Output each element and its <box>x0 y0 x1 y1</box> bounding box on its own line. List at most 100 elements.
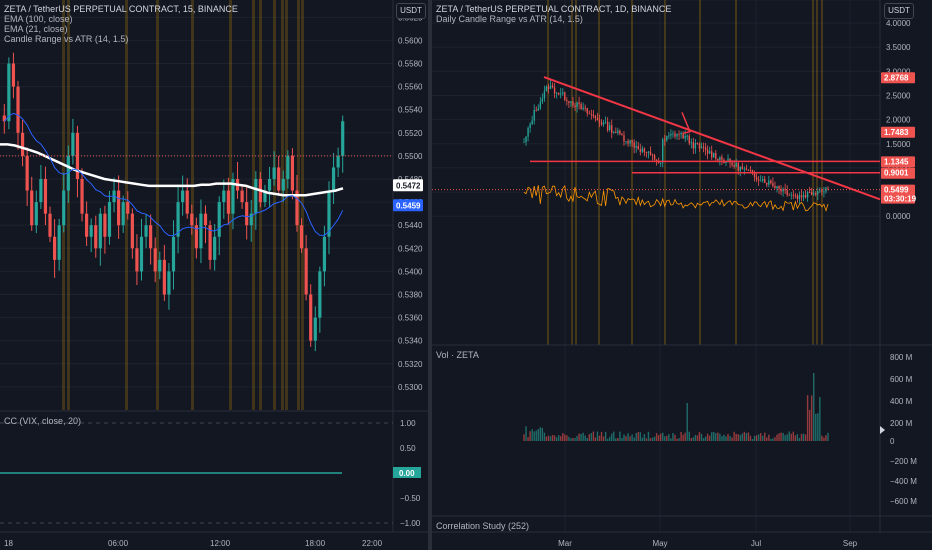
candle[interactable] <box>627 141 629 144</box>
candle[interactable] <box>759 180 762 182</box>
candle[interactable] <box>633 142 635 148</box>
candle[interactable] <box>692 142 695 149</box>
left-currency-button[interactable]: USDT <box>396 3 426 19</box>
candle[interactable] <box>277 167 281 191</box>
candle[interactable] <box>144 225 148 237</box>
candle[interactable] <box>231 179 235 214</box>
candle[interactable] <box>743 168 746 170</box>
candle[interactable] <box>619 130 621 135</box>
candle[interactable] <box>327 190 331 237</box>
candle[interactable] <box>672 133 674 135</box>
candle[interactable] <box>537 108 539 111</box>
candle[interactable] <box>702 146 705 148</box>
candle[interactable] <box>708 151 711 154</box>
candle[interactable] <box>263 190 267 203</box>
candle[interactable] <box>39 179 43 203</box>
candle[interactable] <box>815 193 817 195</box>
candle[interactable] <box>645 152 648 154</box>
candle[interactable] <box>717 158 719 161</box>
candle[interactable] <box>30 190 34 226</box>
candle[interactable] <box>213 236 217 260</box>
candle[interactable] <box>580 104 582 110</box>
candle[interactable] <box>810 192 813 195</box>
candle[interactable] <box>578 102 580 105</box>
panel-divider[interactable] <box>428 0 432 550</box>
candle[interactable] <box>226 190 230 214</box>
candle[interactable] <box>770 180 772 184</box>
candle[interactable] <box>596 118 599 121</box>
candle[interactable] <box>813 193 815 195</box>
candle[interactable] <box>584 107 586 109</box>
candle[interactable] <box>551 85 554 88</box>
candle[interactable] <box>240 190 244 203</box>
candle[interactable] <box>733 165 735 167</box>
candle[interactable] <box>621 134 623 136</box>
candle[interactable] <box>547 86 550 89</box>
candle[interactable] <box>80 179 84 214</box>
candle[interactable] <box>543 91 546 99</box>
left-legend-candle-range[interactable]: Candle Range vs ATR (14, 1.5) <box>4 34 129 44</box>
candle[interactable] <box>774 185 776 189</box>
candle[interactable] <box>643 148 646 153</box>
candle[interactable] <box>725 161 727 164</box>
candle[interactable] <box>664 139 666 141</box>
candle[interactable] <box>737 163 739 171</box>
candle[interactable] <box>602 122 605 125</box>
candle[interactable] <box>130 213 134 249</box>
candle[interactable] <box>549 85 552 89</box>
candle[interactable] <box>682 132 684 139</box>
candle[interactable] <box>149 225 153 249</box>
candle[interactable] <box>804 195 807 198</box>
left-cc-label[interactable]: CC (VIX, close, 20) <box>4 416 82 426</box>
candle[interactable] <box>94 225 98 249</box>
candle[interactable] <box>341 121 345 156</box>
candle[interactable] <box>272 167 276 180</box>
candle[interactable] <box>751 170 754 174</box>
candle[interactable] <box>686 135 688 137</box>
candle[interactable] <box>57 225 61 260</box>
candle[interactable] <box>586 108 588 114</box>
candle[interactable] <box>541 98 544 102</box>
candle[interactable] <box>535 109 537 111</box>
left-legend-ema21[interactable]: EMA (21, close) <box>4 24 68 34</box>
candle[interactable] <box>796 195 799 200</box>
candle[interactable] <box>684 135 686 139</box>
left-legend-ema100[interactable]: EMA (100, close) <box>4 14 73 24</box>
candle[interactable] <box>572 101 574 106</box>
candle[interactable] <box>778 186 780 189</box>
candle[interactable] <box>641 148 644 152</box>
candle[interactable] <box>651 154 654 156</box>
candle[interactable] <box>792 194 795 196</box>
pane-arrow-icon[interactable] <box>880 426 885 434</box>
candle[interactable] <box>107 202 112 237</box>
candle[interactable] <box>696 143 699 144</box>
candle[interactable] <box>676 134 678 137</box>
candle[interactable] <box>318 271 322 318</box>
candle[interactable] <box>527 127 529 137</box>
candle[interactable] <box>823 191 825 193</box>
candle[interactable] <box>608 125 611 131</box>
candle[interactable] <box>89 225 93 237</box>
candle[interactable] <box>66 155 70 191</box>
candle[interactable] <box>331 167 336 191</box>
candle[interactable] <box>20 132 25 156</box>
candle[interactable] <box>153 248 157 272</box>
candle[interactable] <box>745 168 748 170</box>
candle[interactable] <box>739 166 741 171</box>
candle[interactable] <box>598 120 601 123</box>
candle[interactable] <box>190 213 194 226</box>
candle[interactable] <box>176 202 180 237</box>
candle[interactable] <box>568 101 570 103</box>
candle[interactable] <box>719 156 721 161</box>
candle[interactable] <box>16 86 20 133</box>
candle[interactable] <box>525 136 527 143</box>
candle[interactable] <box>139 236 144 272</box>
right-currency-button[interactable]: USDT <box>884 3 914 19</box>
candle[interactable] <box>126 202 130 214</box>
candle[interactable] <box>715 153 717 159</box>
candle[interactable] <box>749 169 752 171</box>
candle[interactable] <box>117 190 121 226</box>
candle[interactable] <box>75 132 80 180</box>
candle[interactable] <box>790 194 792 196</box>
candle[interactable] <box>747 169 750 171</box>
